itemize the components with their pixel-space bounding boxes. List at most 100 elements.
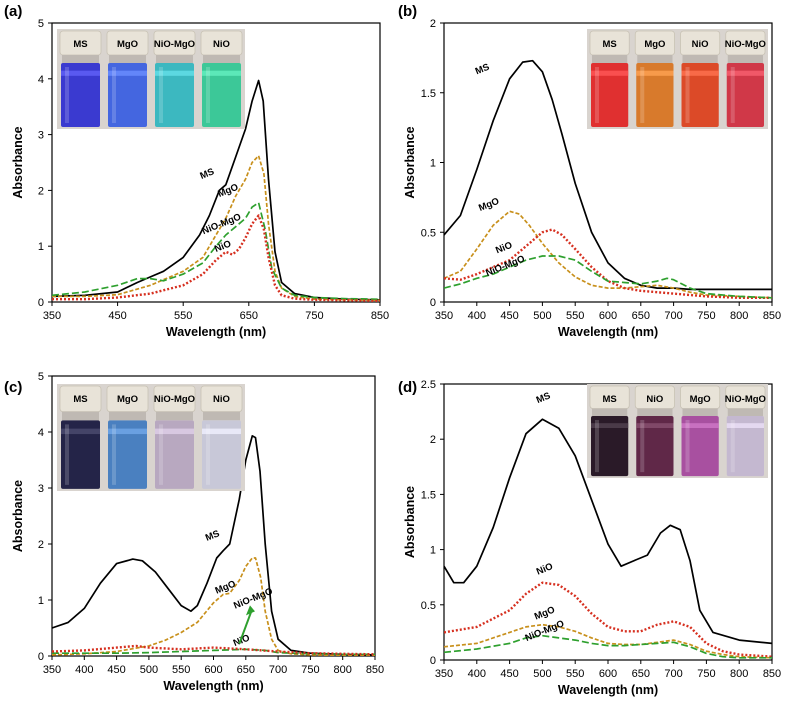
y-tick-label: 2 bbox=[38, 185, 44, 197]
panel-label: (d) bbox=[398, 379, 417, 396]
x-tick-label: 550 bbox=[174, 310, 192, 322]
x-tick-label: 850 bbox=[763, 668, 781, 680]
x-tick-label: 350 bbox=[43, 310, 61, 322]
series-nio-mgo-line bbox=[444, 255, 772, 299]
vial-meniscus bbox=[108, 70, 147, 76]
vial-highlight bbox=[112, 67, 116, 123]
vial: MgO bbox=[106, 30, 149, 127]
vial-meniscus bbox=[591, 70, 629, 76]
vial-label: MS bbox=[73, 39, 87, 50]
vial: NiO bbox=[200, 30, 243, 127]
series-nio-mgo-label: NiO-MgO bbox=[200, 212, 242, 238]
vial: MS bbox=[59, 30, 102, 127]
vial-meniscus bbox=[202, 428, 241, 435]
vial-meniscus bbox=[155, 428, 194, 435]
vial-label: NiO-MgO bbox=[725, 39, 766, 50]
y-axis-title: Absorbance bbox=[11, 480, 25, 552]
vial-label: NiO-MgO bbox=[154, 394, 195, 405]
vial: NiO bbox=[634, 385, 675, 477]
x-tick-label: 650 bbox=[240, 310, 258, 322]
y-tick-label: 4 bbox=[38, 427, 44, 439]
vial-meniscus bbox=[726, 70, 764, 76]
vial-meniscus bbox=[591, 423, 629, 428]
x-axis-title: Wavelength (nm) bbox=[558, 683, 658, 697]
vial-liquid bbox=[61, 420, 100, 489]
y-tick-label: 4 bbox=[38, 74, 44, 86]
vial: NiO-MgO bbox=[725, 385, 766, 477]
vial-label: MgO bbox=[117, 394, 138, 405]
vial-meniscus bbox=[636, 70, 674, 76]
y-tick-label: 2 bbox=[430, 18, 436, 30]
vial-highlight bbox=[730, 419, 735, 473]
series-nio-line bbox=[444, 581, 772, 658]
x-tick-label: 750 bbox=[697, 310, 715, 322]
x-tick-label: 750 bbox=[305, 310, 323, 322]
x-tick-label: 400 bbox=[468, 668, 486, 680]
vial-neck bbox=[682, 55, 718, 63]
vial-highlight bbox=[206, 67, 210, 123]
vial-highlight bbox=[730, 67, 735, 123]
vial: MgO bbox=[634, 30, 675, 127]
vial: NiO-MgO bbox=[153, 385, 196, 489]
series-nio-mgo-line bbox=[52, 201, 380, 301]
panel-label: (c) bbox=[4, 379, 22, 396]
vial-meniscus bbox=[726, 423, 764, 428]
series-ms-line bbox=[444, 59, 772, 291]
vial-highlight bbox=[685, 67, 690, 123]
y-tick-label: 0 bbox=[38, 651, 44, 663]
series-ms-label: MS bbox=[535, 390, 552, 406]
x-tick-label: 700 bbox=[664, 668, 682, 680]
vial-label: MS bbox=[603, 394, 617, 405]
series-nio-mgo-label: NiO-MgO bbox=[524, 618, 566, 644]
vial-liquid bbox=[636, 415, 674, 477]
vial-label: MgO bbox=[117, 39, 138, 50]
series-nio-mgo-label: NiO-MgO bbox=[484, 253, 526, 279]
x-tick-label: 350 bbox=[43, 664, 61, 676]
x-tick-label: 600 bbox=[204, 664, 222, 676]
x-tick-label: 450 bbox=[500, 310, 518, 322]
x-tick-label: 800 bbox=[334, 664, 352, 676]
vial-liquid bbox=[108, 420, 147, 489]
series-mgo-label: MgO bbox=[216, 182, 240, 200]
vial-meniscus bbox=[681, 70, 719, 76]
vial-liquid bbox=[726, 63, 764, 127]
vial-label: NiO bbox=[692, 39, 709, 50]
x-tick-label: 850 bbox=[366, 664, 384, 676]
vial-meniscus bbox=[61, 428, 100, 435]
vial-liquid bbox=[681, 63, 719, 127]
vial-neck bbox=[62, 55, 99, 63]
vial-label: NiO bbox=[213, 394, 230, 405]
series-nio-mgo-line bbox=[444, 634, 772, 659]
y-tick-label: 1 bbox=[38, 595, 44, 607]
plot-frame bbox=[51, 22, 381, 303]
x-tick-label: 600 bbox=[599, 310, 617, 322]
x-tick-label: 450 bbox=[107, 664, 125, 676]
vial-neck bbox=[637, 408, 673, 417]
x-tick-label: 800 bbox=[730, 310, 748, 322]
series-nio-line bbox=[52, 644, 375, 656]
x-tick-label: 550 bbox=[172, 664, 190, 676]
x-tick-label: 650 bbox=[632, 668, 650, 680]
vial: MS bbox=[59, 385, 102, 489]
y-tick-label: 0 bbox=[38, 297, 44, 309]
vial-meniscus bbox=[681, 423, 719, 428]
vial-neck bbox=[203, 55, 240, 63]
vial: NiO-MgO bbox=[725, 30, 766, 127]
x-tick-label: 550 bbox=[566, 310, 584, 322]
vial: MS bbox=[589, 30, 630, 127]
vial: NiO bbox=[680, 30, 721, 127]
vial-highlight bbox=[640, 67, 645, 123]
vial-highlight bbox=[65, 424, 69, 485]
series-ms-label: MS bbox=[199, 166, 216, 182]
vial-neck bbox=[592, 408, 628, 417]
y-tick-label: 0 bbox=[430, 655, 436, 667]
x-tick-label: 350 bbox=[435, 310, 453, 322]
vial: MgO bbox=[680, 385, 721, 477]
chart-panel-4: (d) 350 400 450 500 550 600 650 700 750 800 850 0 0.5… bbox=[398, 379, 781, 697]
vial-neck bbox=[62, 411, 99, 421]
vial-highlight bbox=[206, 424, 210, 485]
vial-photo-inset: MS MgO NiO-MgO NiO bbox=[57, 384, 245, 491]
x-axis-title: Wavelength (nm) bbox=[558, 325, 658, 339]
y-tick-label: 3 bbox=[38, 130, 44, 142]
y-tick-label: 1 bbox=[430, 158, 436, 170]
